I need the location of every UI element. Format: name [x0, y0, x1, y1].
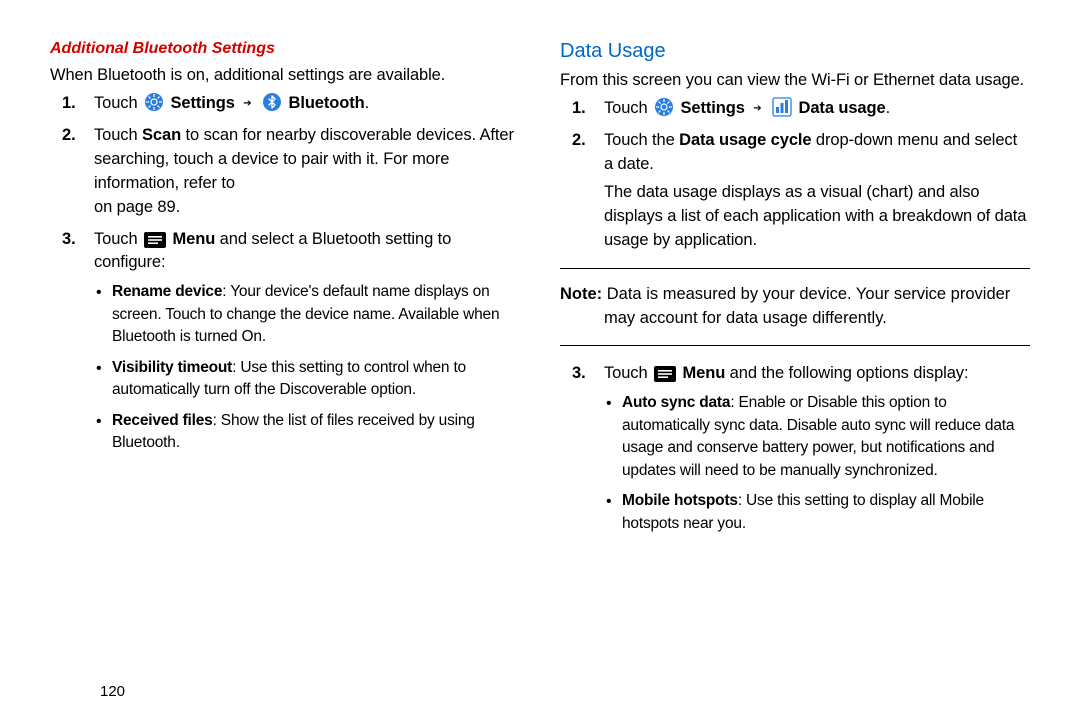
- arrow-icon: ➔: [753, 102, 761, 117]
- bullet-rename-device: Rename device: Your device's default nam…: [94, 281, 520, 348]
- step-number: 3.: [62, 228, 76, 252]
- period: .: [365, 94, 369, 112]
- menu-icon: [654, 366, 676, 382]
- right-column: Data Usage From this screen you can view…: [540, 40, 1030, 710]
- text: Touch: [94, 230, 142, 248]
- step-number: 2.: [62, 124, 76, 148]
- scan-label: Scan: [142, 126, 181, 144]
- text: Touch: [604, 364, 652, 382]
- step-1: 1. Touch Settings ➔ Data usage.: [560, 97, 1030, 121]
- step-number: 1.: [572, 97, 586, 121]
- right-intro: From this screen you can view the Wi-Fi …: [560, 69, 1030, 93]
- text: The data usage displays as a visual (cha…: [604, 181, 1030, 253]
- period: .: [886, 99, 890, 117]
- left-heading: Additional Bluetooth Settings: [50, 40, 520, 58]
- text: Touch: [94, 94, 142, 112]
- left-bullets: Rename device: Your device's default nam…: [94, 281, 520, 454]
- bullet-received-files: Received files: Show the list of files r…: [94, 410, 520, 455]
- note-label: Note:: [560, 285, 602, 303]
- left-column: Additional Bluetooth Settings When Bluet…: [50, 40, 540, 710]
- menu-icon: [144, 232, 166, 248]
- text: on page 89.: [94, 196, 520, 220]
- step-number: 2.: [572, 129, 586, 153]
- step-2: 2. Touch the Data usage cycle drop-down …: [560, 129, 1030, 253]
- settings-label: Settings: [681, 99, 745, 117]
- data-usage-icon: [772, 97, 792, 117]
- bullet-title: Received files: [112, 412, 213, 429]
- right-bullets: Auto sync data: Enable or Disable this o…: [604, 392, 1030, 535]
- settings-icon: [654, 97, 674, 117]
- page-number: 120: [100, 683, 125, 700]
- cycle-label: Data usage cycle: [679, 131, 811, 149]
- right-steps-b: 3. Touch Menu and the following options …: [560, 362, 1030, 535]
- step-2: 2. Touch Scan to scan for nearby discove…: [50, 124, 520, 220]
- left-steps: 1. Touch Settings ➔ Bluetooth. 2. Touch …: [50, 92, 520, 455]
- right-heading: Data Usage: [560, 40, 1030, 63]
- step-number: 1.: [62, 92, 76, 116]
- note-body: Data is measured by your device. Your se…: [602, 285, 1010, 327]
- note-block: Note: Data is measured by your device. Y…: [560, 268, 1030, 346]
- text: Touch: [604, 99, 652, 117]
- right-steps-a: 1. Touch Settings ➔ Data usage. 2. Touch…: [560, 97, 1030, 253]
- manual-page: Additional Bluetooth Settings When Bluet…: [0, 0, 1080, 720]
- step-3: 3. Touch Menu and the following options …: [560, 362, 1030, 535]
- step-1: 1. Touch Settings ➔ Bluetooth.: [50, 92, 520, 116]
- settings-icon: [144, 92, 164, 112]
- bullet-mobile-hotspots: Mobile hotspots: Use this setting to dis…: [604, 490, 1030, 535]
- settings-label: Settings: [171, 94, 235, 112]
- bullet-title: Auto sync data: [622, 394, 730, 411]
- bullet-auto-sync: Auto sync data: Enable or Disable this o…: [604, 392, 1030, 482]
- text: Touch the: [604, 131, 679, 149]
- bluetooth-label: Bluetooth: [289, 94, 365, 112]
- text: and the following options display:: [725, 364, 968, 382]
- left-intro: When Bluetooth is on, additional setting…: [50, 64, 520, 88]
- data-usage-label: Data usage: [799, 99, 886, 117]
- menu-label: Menu: [683, 364, 726, 382]
- bullet-title: Rename device: [112, 283, 222, 300]
- step-number: 3.: [572, 362, 586, 386]
- bullet-visibility-timeout: Visibility timeout: Use this setting to …: [94, 357, 520, 402]
- bullet-title: Visibility timeout: [112, 359, 232, 376]
- menu-label: Menu: [173, 230, 216, 248]
- text: Touch: [94, 126, 142, 144]
- bullet-title: Mobile hotspots: [622, 492, 738, 509]
- step-3: 3. Touch Menu and select a Bluetooth set…: [50, 228, 520, 455]
- arrow-icon: ➔: [243, 97, 251, 112]
- bluetooth-icon: [262, 92, 282, 112]
